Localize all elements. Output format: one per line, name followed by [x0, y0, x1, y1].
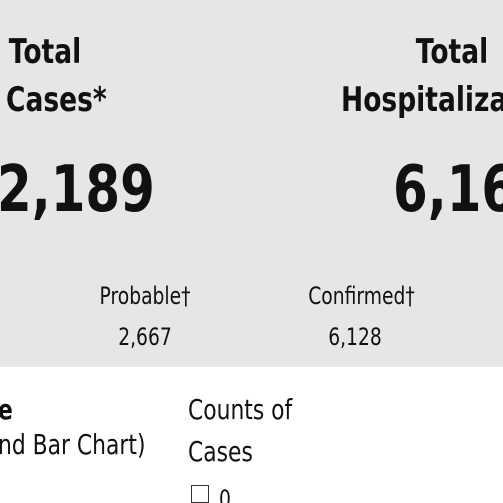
probable-label: Probable† [99, 282, 191, 310]
confirmed-value: 6,128 [328, 323, 382, 351]
counts-heading: Cases [188, 435, 253, 468]
hospitalizations-value: 6,164 [393, 153, 503, 227]
checkbox-label[interactable]: 0 [219, 485, 231, 503]
counts-heading: Counts of [188, 393, 293, 426]
filter-heading: nd Bar Chart) [0, 428, 146, 461]
checkbox[interactable] [191, 485, 209, 503]
summary-panel [0, 0, 503, 367]
filter-heading: e [0, 396, 13, 424]
hospitalizations-title: Total [415, 32, 489, 72]
cases-title: Total [8, 32, 82, 72]
confirmed-label: Confirmed† [308, 282, 415, 310]
cases-title: Cases* [6, 80, 107, 120]
cases-value: 2,189 [0, 153, 155, 227]
probable-value: 2,667 [118, 323, 172, 351]
hospitalizations-title: Hospitalizatio [341, 80, 503, 120]
